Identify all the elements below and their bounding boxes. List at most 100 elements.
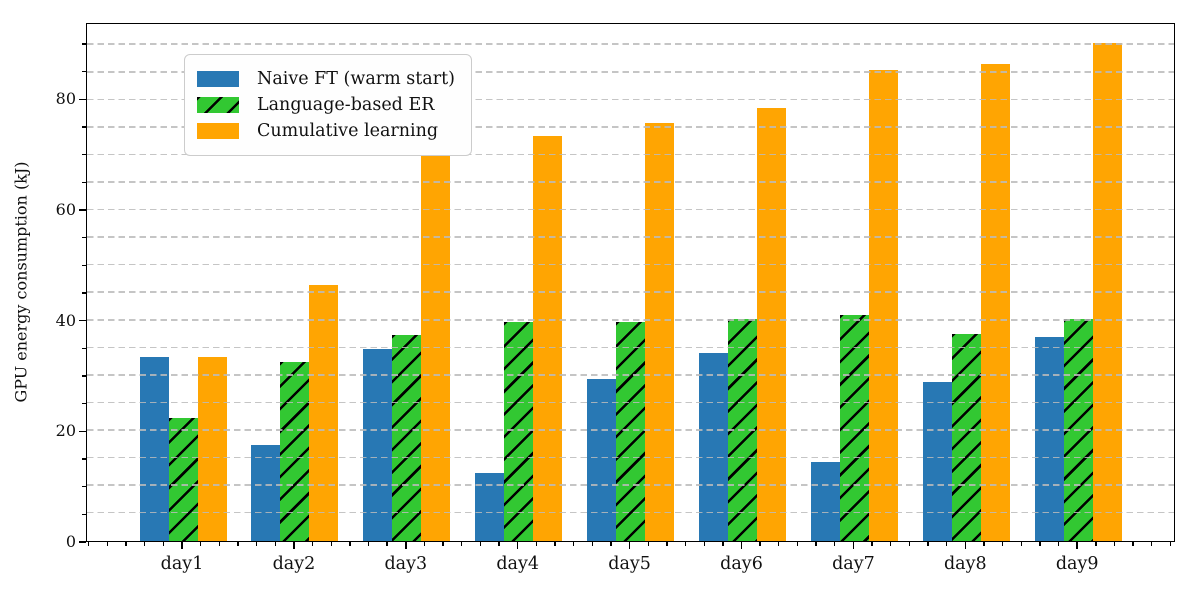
- bar-naive-ft-warm-start-day5: [587, 378, 617, 541]
- x-minor-tick: [442, 542, 444, 546]
- gridline-y-55: [87, 236, 1174, 238]
- legend-swatch-naive-ft: [197, 71, 239, 87]
- y-axis-title: GPU energy consumption (kJ): [11, 161, 31, 403]
- y-tick-label-40: 40: [55, 310, 76, 330]
- x-tick-label-day2: day2: [272, 554, 316, 574]
- x-minor-tick: [703, 542, 705, 546]
- legend-label-naive-ft: Naive FT (warm start): [257, 69, 455, 89]
- x-minor-tick: [591, 542, 593, 546]
- x-minor-tick: [778, 542, 780, 546]
- x-minor-tick: [1151, 542, 1153, 546]
- x-minor-tick: [647, 542, 649, 546]
- x-minor-tick: [983, 542, 985, 546]
- bar-language-based-er-day4: [504, 322, 534, 541]
- x-major-tick-day1: [181, 542, 183, 549]
- x-minor-tick: [88, 542, 90, 546]
- x-tick-label-day5: day5: [608, 554, 651, 574]
- bar-language-based-er-day3: [392, 334, 422, 541]
- bar-cumulative-learning-day6: [757, 107, 786, 541]
- x-major-tick-day8: [964, 542, 967, 549]
- bar-cumulative-learning-day2: [309, 284, 339, 541]
- y-minor-tick-45: [82, 292, 86, 294]
- y-minor-tick-10: [82, 485, 86, 488]
- bar-cumulative-learning-day5: [645, 123, 675, 541]
- legend-item-cumulative: Cumulative learning: [197, 121, 455, 141]
- y-minor-tick-15: [82, 458, 86, 460]
- x-minor-tick: [535, 542, 538, 546]
- x-minor-tick: [945, 542, 948, 546]
- x-minor-tick: [1001, 542, 1004, 546]
- y-minor-tick-55: [82, 236, 86, 239]
- legend-item-naive-ft: Naive FT (warm start): [197, 69, 455, 89]
- x-minor-tick: [311, 542, 314, 546]
- bar-language-based-er-day7: [839, 315, 869, 541]
- y-minor-tick-90: [82, 43, 86, 45]
- x-minor-tick: [815, 542, 817, 546]
- x-minor-tick: [423, 542, 426, 546]
- x-major-tick-day7: [852, 542, 855, 549]
- x-minor-tick: [1095, 542, 1097, 546]
- legend-swatch-language-er: [197, 97, 239, 113]
- x-minor-tick: [572, 542, 575, 546]
- y-minor-tick-50: [82, 264, 86, 267]
- legend-item-language-er: Language-based ER: [197, 95, 455, 115]
- x-minor-tick: [330, 542, 332, 546]
- x-minor-tick: [386, 542, 388, 546]
- x-minor-tick: [125, 542, 127, 546]
- bar-naive-ft-warm-start-day3: [363, 349, 393, 541]
- gridline-y-60: [87, 208, 1174, 211]
- x-minor-tick: [255, 542, 258, 546]
- y-major-tick-40: [79, 319, 86, 322]
- y-minor-tick-30: [82, 375, 86, 377]
- x-tick-label-day7: day7: [832, 554, 875, 574]
- bar-naive-ft-warm-start-day4: [475, 472, 505, 541]
- gridline-y-50: [87, 263, 1174, 266]
- gridline-y-15: [87, 456, 1174, 459]
- x-minor-tick: [199, 542, 202, 546]
- gridline-y-5: [87, 511, 1174, 514]
- y-major-tick-80: [79, 98, 86, 101]
- bar-cumulative-learning-day1: [197, 356, 227, 541]
- y-minor-tick-70: [82, 153, 86, 156]
- x-minor-tick: [106, 542, 109, 546]
- y-tick-label-80: 80: [55, 89, 76, 109]
- x-minor-tick: [610, 542, 612, 546]
- legend-swatch-cumulative: [197, 123, 239, 139]
- y-minor-tick-5: [82, 513, 86, 516]
- gridline-y-20: [87, 429, 1174, 431]
- x-major-tick-day6: [740, 542, 743, 549]
- x-tick-label-day4: day4: [496, 554, 540, 574]
- legend-label-language-er: Language-based ER: [257, 95, 435, 115]
- y-tick-label-0: 0: [65, 532, 76, 551]
- x-minor-tick: [908, 542, 911, 546]
- y-major-tick-60: [79, 209, 86, 211]
- x-minor-tick: [479, 542, 482, 546]
- x-minor-tick: [666, 542, 668, 546]
- x-minor-tick: [684, 542, 687, 546]
- x-minor-tick: [890, 542, 892, 546]
- bar-cumulative-learning-day8: [980, 64, 1010, 541]
- x-tick-label-day9: day9: [1055, 554, 1099, 574]
- x-minor-tick: [722, 542, 724, 546]
- bar-naive-ft-warm-start-day6: [699, 353, 728, 541]
- x-minor-tick: [796, 542, 799, 546]
- bar-cumulative-learning-day7: [868, 69, 898, 541]
- gridline-y-35: [87, 346, 1174, 349]
- legend-label-cumulative: Cumulative learning: [257, 121, 439, 141]
- y-minor-tick-25: [82, 402, 86, 405]
- x-minor-tick: [218, 542, 220, 546]
- x-major-tick-day5: [628, 542, 631, 549]
- x-tick-label-day6: day6: [720, 554, 763, 574]
- x-minor-tick: [349, 542, 351, 546]
- x-minor-tick: [237, 542, 239, 546]
- x-minor-tick: [554, 542, 556, 546]
- y-minor-tick-75: [82, 126, 86, 128]
- x-tick-label-day1: day1: [160, 554, 204, 574]
- x-minor-tick: [498, 542, 500, 546]
- legend: Naive FT (warm start) Language-based ER …: [184, 54, 472, 156]
- bar-language-based-er-day2: [280, 362, 310, 541]
- x-tick-label-day8: day8: [943, 554, 987, 574]
- gridline-y-10: [87, 484, 1174, 486]
- gridline-y-90: [87, 43, 1174, 45]
- y-tick-label-60: 60: [55, 200, 76, 220]
